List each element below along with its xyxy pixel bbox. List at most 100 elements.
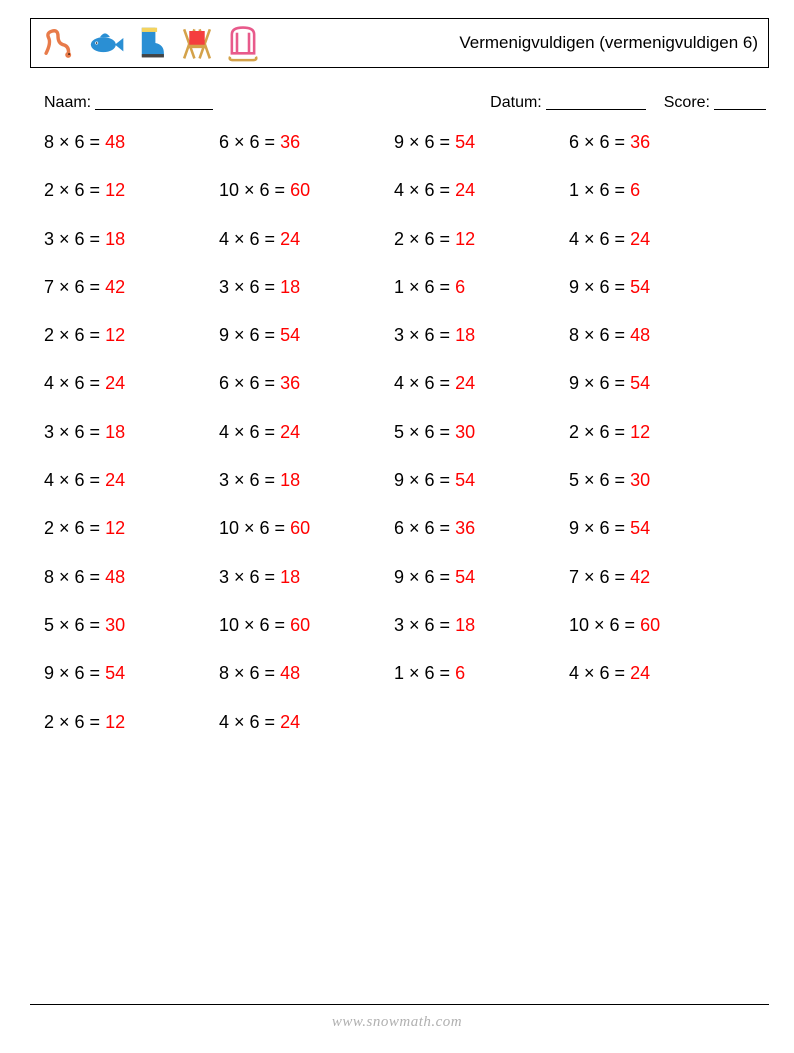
problem-expression: 9 × 6 = <box>569 277 630 297</box>
problem-expression: 8 × 6 = <box>219 663 280 683</box>
problem-cell: 3 × 6 = 18 <box>394 325 569 346</box>
problem-expression: 4 × 6 = <box>44 373 105 393</box>
problem-expression: 4 × 6 = <box>394 180 455 200</box>
problem-expression: 2 × 6 = <box>44 712 105 732</box>
problem-cell: 1 × 6 = 6 <box>569 180 744 201</box>
problem-expression: 3 × 6 = <box>44 422 105 442</box>
problems-grid: 8 × 6 = 486 × 6 = 369 × 6 = 546 × 6 = 36… <box>44 132 744 760</box>
problem-expression: 2 × 6 = <box>44 180 105 200</box>
name-blank[interactable] <box>95 92 213 110</box>
problem-cell: 10 × 6 = 60 <box>219 518 394 539</box>
header-icons-group <box>41 24 261 62</box>
problem-cell: 2 × 6 = 12 <box>394 229 569 250</box>
problem-expression: 6 × 6 = <box>394 518 455 538</box>
problem-expression: 10 × 6 = <box>219 518 290 538</box>
problem-expression: 4 × 6 = <box>394 373 455 393</box>
problem-cell: 4 × 6 = 24 <box>219 229 394 250</box>
problem-answer: 36 <box>630 132 650 152</box>
problem-expression: 10 × 6 = <box>219 615 290 635</box>
problem-answer: 48 <box>105 567 125 587</box>
problem-answer: 54 <box>630 518 650 538</box>
problem-cell: 5 × 6 = 30 <box>394 422 569 443</box>
problem-answer: 12 <box>105 712 125 732</box>
problem-expression: 9 × 6 = <box>394 567 455 587</box>
problem-expression: 3 × 6 = <box>394 615 455 635</box>
problem-expression: 2 × 6 = <box>44 325 105 345</box>
page-title: Vermenigvuldigen (vermenigvuldigen 6) <box>459 33 758 53</box>
problem-expression: 7 × 6 = <box>569 567 630 587</box>
problem-answer: 6 <box>630 180 640 200</box>
problem-answer: 24 <box>280 229 300 249</box>
problem-answer: 30 <box>630 470 650 490</box>
worm-icon <box>41 26 75 60</box>
problem-cell: 10 × 6 = 60 <box>569 615 744 636</box>
problem-cell: 3 × 6 = 18 <box>44 422 219 443</box>
problem-answer: 54 <box>280 325 300 345</box>
boot-icon <box>135 24 169 62</box>
problem-cell: 2 × 6 = 12 <box>44 325 219 346</box>
problem-expression: 3 × 6 = <box>219 567 280 587</box>
problem-answer: 54 <box>455 132 475 152</box>
problem-answer: 60 <box>290 518 310 538</box>
problem-expression: 6 × 6 = <box>219 132 280 152</box>
problem-cell: 9 × 6 = 54 <box>394 132 569 153</box>
problem-expression: 2 × 6 = <box>569 422 630 442</box>
problem-expression: 10 × 6 = <box>219 180 290 200</box>
problem-answer: 18 <box>455 615 475 635</box>
problem-row: 2 × 6 = 129 × 6 = 543 × 6 = 188 × 6 = 48 <box>44 325 744 373</box>
problem-expression: 8 × 6 = <box>44 132 105 152</box>
worksheet-page: Vermenigvuldigen (vermenigvuldigen 6) Na… <box>0 0 794 1053</box>
header-box: Vermenigvuldigen (vermenigvuldigen 6) <box>30 18 769 68</box>
date-field: Datum: <box>490 94 646 112</box>
score-blank[interactable] <box>714 92 766 110</box>
problem-cell: 8 × 6 = 48 <box>44 132 219 153</box>
name-field: Naam: <box>44 94 213 112</box>
problem-cell: 2 × 6 = 12 <box>44 712 219 733</box>
problem-answer: 12 <box>455 229 475 249</box>
problem-expression: 9 × 6 = <box>394 470 455 490</box>
problem-expression: 10 × 6 = <box>569 615 640 635</box>
sled-icon <box>225 24 261 62</box>
problem-cell: 6 × 6 = 36 <box>394 518 569 539</box>
problem-expression: 6 × 6 = <box>569 132 630 152</box>
problem-cell: 6 × 6 = 36 <box>219 373 394 394</box>
problem-expression: 2 × 6 = <box>394 229 455 249</box>
problem-cell: 5 × 6 = 30 <box>44 615 219 636</box>
problem-answer: 36 <box>280 373 300 393</box>
problem-answer: 54 <box>105 663 125 683</box>
problem-cell: 4 × 6 = 24 <box>569 663 744 684</box>
problem-cell: 8 × 6 = 48 <box>44 567 219 588</box>
problem-answer: 54 <box>630 373 650 393</box>
problem-cell: 3 × 6 = 18 <box>44 229 219 250</box>
problem-expression: 9 × 6 = <box>394 132 455 152</box>
problem-answer: 24 <box>280 422 300 442</box>
problem-cell: 9 × 6 = 54 <box>569 373 744 394</box>
problem-row: 4 × 6 = 243 × 6 = 189 × 6 = 545 × 6 = 30 <box>44 470 744 518</box>
date-blank[interactable] <box>546 92 646 110</box>
problem-cell: 9 × 6 = 54 <box>569 277 744 298</box>
problem-row: 2 × 6 = 1210 × 6 = 604 × 6 = 241 × 6 = 6 <box>44 180 744 228</box>
problem-answer: 30 <box>455 422 475 442</box>
problem-cell: 4 × 6 = 24 <box>569 229 744 250</box>
problem-answer: 48 <box>105 132 125 152</box>
problem-answer: 60 <box>290 615 310 635</box>
problem-expression: 9 × 6 = <box>569 518 630 538</box>
problem-answer: 42 <box>105 277 125 297</box>
problem-row: 2 × 6 = 124 × 6 = 24 <box>44 712 744 760</box>
problem-answer: 48 <box>630 325 650 345</box>
problem-expression: 4 × 6 = <box>44 470 105 490</box>
problem-expression: 8 × 6 = <box>44 567 105 587</box>
problem-expression: 3 × 6 = <box>44 229 105 249</box>
problem-answer: 24 <box>455 373 475 393</box>
bottom-divider <box>30 1004 769 1005</box>
score-field: Score: <box>664 94 766 112</box>
problem-expression: 4 × 6 = <box>569 229 630 249</box>
problem-expression: 4 × 6 = <box>219 229 280 249</box>
problem-expression: 7 × 6 = <box>44 277 105 297</box>
problem-expression: 3 × 6 = <box>394 325 455 345</box>
problem-answer: 18 <box>280 470 300 490</box>
problem-answer: 60 <box>640 615 660 635</box>
problem-cell: 4 × 6 = 24 <box>44 373 219 394</box>
problem-answer: 18 <box>105 229 125 249</box>
problem-answer: 24 <box>105 373 125 393</box>
